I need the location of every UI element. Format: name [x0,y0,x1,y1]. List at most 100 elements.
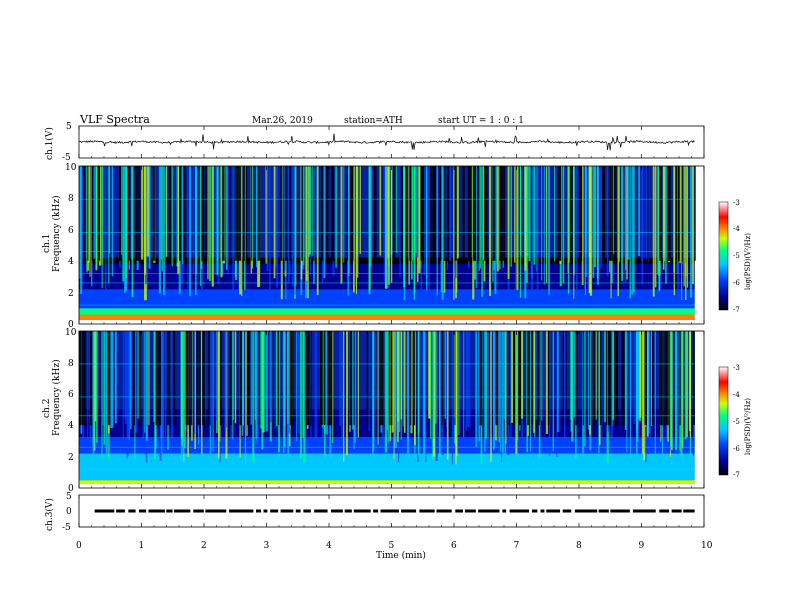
spectrogram-gap [190,331,193,426]
spectrogram-streak [689,166,693,298]
spectrogram-streak [435,331,437,424]
spectrogram-streak [399,166,401,277]
spectrogram-gap [675,166,678,261]
spectrogram-streak [685,331,688,438]
spectrogram-gap [575,331,578,426]
ch1-voltage-trace [79,133,695,151]
spectrogram-streak [408,166,410,285]
spectrogram-streak [130,331,132,430]
spectrogram-streak [675,331,678,450]
spectrogram-gap [462,166,465,261]
spectrogram-streak [93,166,95,259]
spectrogram-gap [608,166,611,261]
spectrogram-streak [484,331,486,452]
spectrogram-gap [81,331,85,426]
spectrogram-streak [463,331,465,438]
spectrogram-streak [556,331,558,457]
spectrogram-streak [519,166,521,298]
spectrogram-gap [565,331,567,426]
spectrogram-streak [162,331,165,454]
spectrogram-streak [255,166,258,268]
spectrogram-streak [372,331,374,460]
spectrogram-gap [388,331,391,426]
spectrogram-streak [417,331,420,456]
spectrogram-streak [418,166,421,274]
spectrogram-gap [614,331,617,426]
spectrogram-streak [502,331,504,454]
spectrogram-gap [344,331,347,426]
spectrogram-gap [205,166,208,261]
spectrogram-streak [552,331,554,451]
spectrogram-streak [585,166,587,278]
spectrogram-gap [258,331,261,426]
spectrogram-streak [91,166,93,287]
ch1-spectrogram-channel-label: ch.1 [42,234,52,253]
spectrogram-streak [425,331,427,463]
spectrogram-streak [562,166,565,284]
spectrogram-gap [390,331,393,426]
spectrogram-streak [325,331,328,435]
spectrogram-gap [155,331,158,426]
time-axis-tick-label: 2 [201,541,207,551]
spectrogram-streak [581,166,584,286]
spectrogram-streak [629,331,632,460]
spectrogram-streak [189,166,192,297]
spectrogram-streak [163,166,166,296]
spectrogram-streak [270,331,273,423]
spectrogram-streak [160,166,162,260]
spectrogram-streak [176,166,178,263]
spectrogram-gap [443,166,446,261]
spectrogram-streak [177,166,180,275]
spectrogram-streak [282,331,285,453]
spectrogram-streak [423,166,426,276]
spectrogram-gap [454,331,456,426]
spectrogram-streak [501,331,503,463]
spectrogram-streak [665,166,667,284]
spectrogram-gap [83,166,86,261]
spectrogram-streak [164,331,167,446]
spectrogram-gap [659,331,662,426]
spectrogram-streak [475,166,477,289]
spectrogram-streak [645,166,647,260]
spectrogram-streak [356,166,359,278]
spectrogram-streak [386,331,389,431]
ch3-voltage-ylabel: ch.3(V) [44,498,55,531]
ch1-ytick-4: 4 [68,257,74,267]
spectrogram-streak [426,166,428,291]
spectrogram-streak [96,331,98,443]
spectrogram-gap [588,331,591,426]
spectrogram-streak [89,166,91,277]
spectrogram-gap [610,166,613,261]
ch2-ytick-6: 6 [68,390,74,400]
spectrogram-streak [584,331,586,447]
spectrogram-streak [638,166,640,256]
ch2-spectrogram-ylabel: Frequency (kHz) [51,359,62,436]
spectrogram-gap [135,166,139,261]
ch3-ytick-0: 0 [66,507,72,517]
spectrogram-gap [134,166,137,261]
spectrogram-streak [183,331,185,462]
spectrogram-gap [257,166,261,261]
ch2-colorbar-tick-m3: -3 [733,364,740,372]
ch1-ytick-5: 5 [66,122,72,132]
spectrogram-streak [232,331,234,440]
spectrogram-gap [280,166,283,261]
spectrogram-streak [94,331,97,422]
spectrogram-streak [428,331,430,419]
spectrogram-streak [135,331,138,433]
spectrogram-streak [241,166,243,296]
spectrogram-gap [228,166,231,261]
spectrogram-streak [352,331,355,430]
spectrogram-gap [329,331,333,426]
spectrogram-streak [377,331,379,445]
spectrogram-streak [610,331,613,450]
spectrogram-gap [537,331,540,426]
ch1-colorbar-scale [718,201,729,311]
spectrogram-streak [294,166,296,295]
spectrogram-streak [303,166,305,265]
spectrogram-streak [265,331,268,432]
spectrogram-streak [507,331,510,455]
spectrogram-streak [453,166,455,301]
spectrogram-streak [193,166,195,274]
spectrogram-streak [585,166,586,295]
